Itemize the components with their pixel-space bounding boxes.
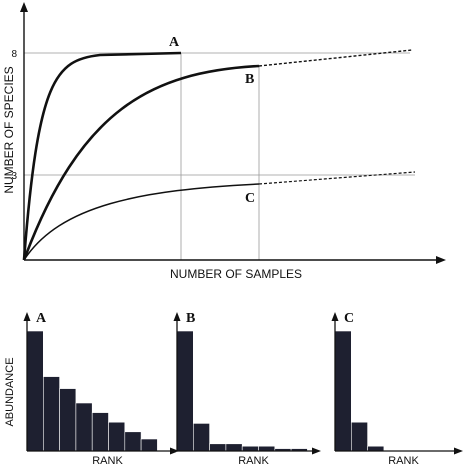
bar-b-6	[258, 445, 276, 452]
abundance-axis-title: ABUNDANCE	[4, 357, 16, 426]
y-axis-arrow	[20, 2, 28, 12]
bar-a-8	[140, 438, 158, 452]
rank-panel-a: A RANK	[23, 311, 179, 466]
accumulation-chart: 8 3 A B C NUMBER OF SAMPLES NUMBER OF SP…	[2, 2, 446, 281]
rank-axis-title: RANK	[238, 455, 269, 466]
rank-axis-title: RANK	[92, 455, 123, 466]
curve-c-extrapolated	[258, 171, 416, 185]
bar-b-5	[241, 445, 259, 452]
rank-abundance-panels: A RANK B RANK C RANK	[23, 311, 463, 466]
panel-label-c: C	[344, 311, 354, 326]
bar-a-4	[75, 402, 93, 452]
y-axis-title: NUMBER OF SPECIES	[2, 66, 16, 193]
bar-c-2	[350, 421, 368, 452]
bar-b-3	[209, 443, 227, 452]
series-label-a: A	[169, 35, 180, 50]
y-tick-8: 8	[11, 49, 17, 60]
bar-a-1	[26, 330, 44, 452]
x-axis-arrow	[436, 256, 446, 264]
panel-label-b: B	[186, 311, 195, 326]
curve-b-extrapolated	[258, 49, 413, 67]
panel-label-a: A	[36, 311, 47, 326]
curve-a	[22, 51, 182, 261]
bar-a-2	[42, 376, 60, 452]
panel-x-arrow	[312, 447, 321, 455]
bar-a-3	[59, 388, 77, 452]
curve-c	[23, 183, 260, 261]
bar-c-1	[334, 330, 352, 452]
series-label-c: C	[245, 191, 255, 206]
panel-y-arrow	[331, 312, 339, 321]
panel-y-arrow	[23, 312, 31, 321]
bar-b-2	[193, 423, 210, 452]
panel-x-arrow	[454, 447, 463, 455]
bar-b-1	[176, 330, 194, 452]
rank-axis-title: RANK	[388, 455, 419, 466]
y-tick-3: 3	[11, 171, 17, 182]
panel-y-arrow	[173, 312, 181, 321]
x-axis-title: NUMBER OF SAMPLES	[170, 267, 302, 281]
bar-b-4	[225, 443, 243, 452]
bar-a-6	[108, 421, 126, 452]
bar-a-7	[124, 431, 142, 452]
rank-panel-c: C RANK	[331, 311, 463, 466]
bar-a-5	[91, 412, 109, 452]
series-label-b: B	[245, 72, 254, 87]
bar-c-3	[367, 445, 385, 452]
rank-panel-b: B RANK	[173, 311, 321, 466]
curve-b	[22, 64, 260, 261]
panel-x-arrow	[170, 447, 179, 455]
